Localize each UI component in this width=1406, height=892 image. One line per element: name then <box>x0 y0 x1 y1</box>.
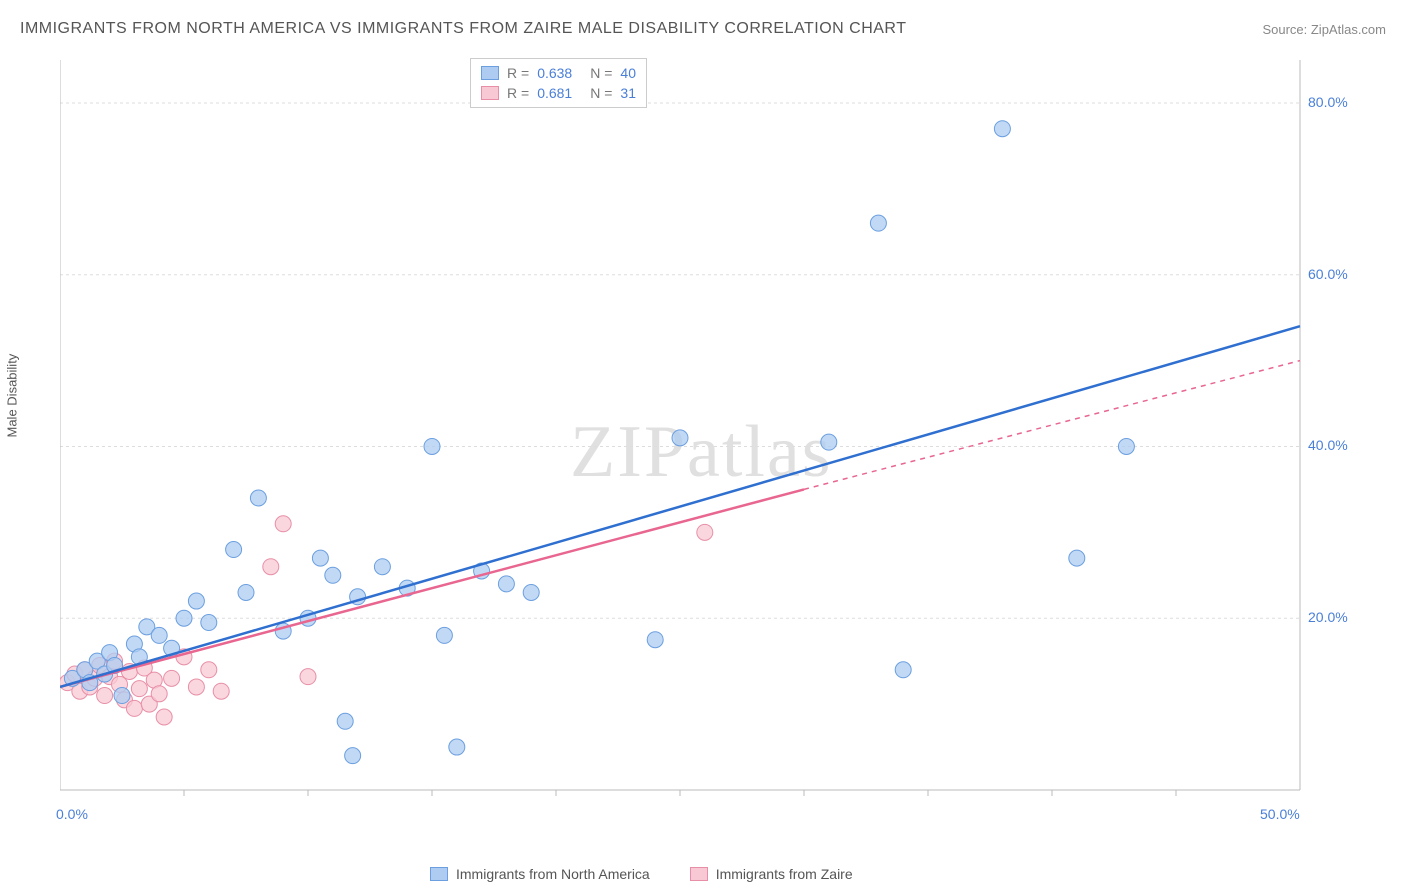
series-legend: Immigrants from North America Immigrants… <box>430 866 853 882</box>
y-tick-label: 60.0% <box>1308 266 1348 282</box>
x-tick-label: 0.0% <box>56 806 88 822</box>
n-label: N = <box>590 85 612 101</box>
x-tick-label: 50.0% <box>1260 806 1300 822</box>
legend-swatch-blue <box>481 66 499 80</box>
y-axis-label: Male Disability <box>5 354 20 438</box>
y-tick-label: 40.0% <box>1308 437 1348 453</box>
source-attribution: Source: ZipAtlas.com <box>1262 22 1386 37</box>
r-value: 0.681 <box>537 85 572 101</box>
y-tick-label: 20.0% <box>1308 609 1348 625</box>
n-label: N = <box>590 65 612 81</box>
r-value: 0.638 <box>537 65 572 81</box>
chart-title: IMMIGRANTS FROM NORTH AMERICA VS IMMIGRA… <box>20 20 906 38</box>
chart-area <box>60 50 1340 820</box>
legend-label: Immigrants from Zaire <box>716 866 853 882</box>
n-value: 40 <box>620 65 636 81</box>
legend-row-pink: R = 0.681 N = 31 <box>481 83 636 103</box>
source-prefix: Source: <box>1262 22 1310 37</box>
scatter-chart-svg <box>60 50 1340 820</box>
legend-item-zaire: Immigrants from Zaire <box>690 866 853 882</box>
legend-label: Immigrants from North America <box>456 866 650 882</box>
r-label: R = <box>507 85 529 101</box>
correlation-legend: R = 0.638 N = 40 R = 0.681 N = 31 <box>470 58 647 108</box>
legend-item-north-america: Immigrants from North America <box>430 866 650 882</box>
n-value: 31 <box>620 85 636 101</box>
r-label: R = <box>507 65 529 81</box>
legend-row-blue: R = 0.638 N = 40 <box>481 63 636 83</box>
source-name: ZipAtlas.com <box>1311 22 1386 37</box>
legend-swatch-pink <box>481 86 499 100</box>
legend-swatch-blue <box>430 867 448 881</box>
legend-swatch-pink <box>690 867 708 881</box>
y-tick-label: 80.0% <box>1308 94 1348 110</box>
